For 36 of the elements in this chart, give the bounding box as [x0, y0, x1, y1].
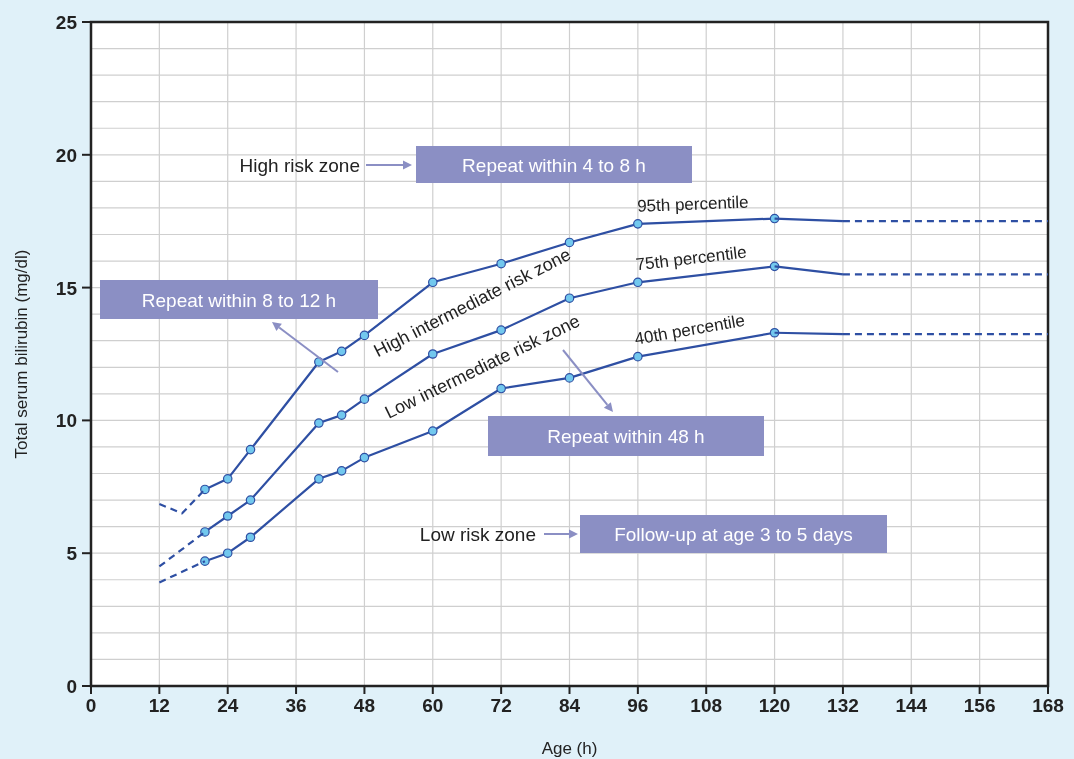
note-box: Follow-up at age 3 to 5 days: [580, 515, 887, 553]
x-tick-label: 72: [490, 695, 512, 716]
y-tick-label: 15: [55, 277, 78, 299]
x-tick-label: 144: [895, 695, 928, 716]
x-tick-label: 60: [422, 695, 444, 716]
y-tick-label: 5: [66, 543, 78, 565]
x-tick-label: 0: [85, 695, 97, 716]
annotation: High risk zone: [239, 155, 360, 176]
y-tick-label: 25: [55, 12, 78, 33]
x-tick-label: 168: [1032, 695, 1064, 716]
x-tick-label: 48: [353, 695, 375, 716]
annotation: Follow-up at age 3 to 5 days: [614, 524, 853, 545]
annotation: Repeat within 8 to 12 h: [141, 289, 337, 311]
x-tick-label: 156: [963, 695, 996, 716]
y-tick-label: 10: [55, 410, 77, 432]
x-tick-label: 120: [758, 695, 791, 716]
x-tick-label: 36: [285, 695, 307, 716]
x-tick-label: 96: [627, 695, 649, 716]
series-label: 95th percentile: [636, 192, 749, 216]
x-axis-title: Age (h): [541, 739, 598, 758]
y-tick-label: 20: [55, 144, 77, 166]
annotation: Low risk zone: [419, 524, 536, 545]
x-tick-label: 24: [217, 695, 239, 716]
text: 40th percentile: [633, 310, 747, 349]
annotation: Repeat within 48 h: [547, 426, 705, 447]
annotation: Repeat within 4 to 8 h: [462, 154, 646, 176]
y-axis-title: Total serum bilirubin (mg/dl): [12, 249, 31, 459]
y-tick-label: 0: [66, 676, 77, 697]
x-tick-label: 12: [148, 695, 170, 716]
x-tick-label: 84: [558, 695, 581, 716]
note-box: Repeat within 8 to 12 h: [100, 280, 378, 319]
text: 75th percentile: [634, 242, 748, 275]
x-tick-label: 132: [827, 695, 859, 716]
note-box: Repeat within 4 to 8 h: [416, 146, 692, 183]
x-tick-label: 108: [690, 695, 723, 716]
note-box: Repeat within 48 h: [488, 416, 764, 456]
